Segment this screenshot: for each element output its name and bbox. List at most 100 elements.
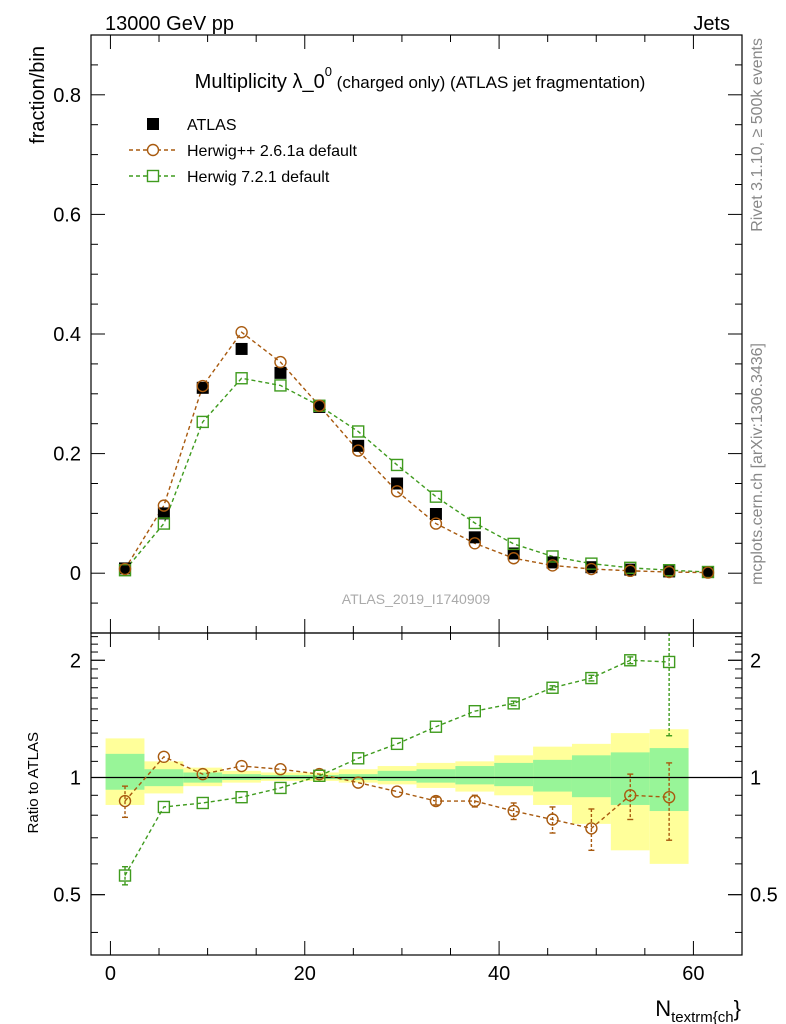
ratio-ylabel: Ratio to ATLAS — [25, 732, 42, 833]
ratio-point-s1 — [624, 654, 637, 667]
main-point-s0 — [352, 439, 365, 452]
ratio-point-s1 — [546, 681, 559, 694]
xlabel-sub: textrm{ch — [671, 1009, 734, 1024]
main-point-s2 — [624, 561, 637, 575]
band-green — [455, 766, 495, 785]
main-series-line-2 — [124, 377, 709, 573]
ratio-ytick-label-right: 0.5 — [750, 885, 778, 907]
legend-atlas-label: ATLAS — [187, 117, 237, 134]
ratio-point-s0 — [118, 794, 132, 808]
ratio-point-s1 — [118, 869, 132, 882]
ratio-point-s1 — [352, 752, 365, 765]
ratio-axes: 0.5 0.51 12 20 20 40 60 — [53, 632, 778, 985]
main-point-s2 — [468, 516, 481, 530]
ratio-point-s0 — [196, 767, 209, 781]
ratio-ytick-label-right: 2 — [750, 650, 761, 672]
ratio-point-s1 — [390, 737, 404, 751]
ratio-series-layer — [118, 633, 676, 886]
ratio-ytick-label-left: 0.5 — [53, 885, 81, 907]
main-point-s2 — [390, 458, 404, 472]
main-point-s1 — [662, 565, 676, 579]
ratio-ytick-label-left: 1 — [70, 767, 81, 789]
header-right: Jets — [693, 13, 730, 35]
main-point-s1 — [118, 562, 132, 576]
ratio-point-s0 — [429, 794, 443, 808]
ratio-xtick-label: 60 — [682, 963, 704, 985]
legend-atlas-marker — [147, 118, 159, 130]
main-ytick-label: 0.8 — [53, 85, 81, 107]
main-point-s2 — [585, 557, 598, 570]
title-suffix: (charged only) (ATLAS jet fragmentation) — [332, 73, 645, 92]
main-point-s0 — [119, 562, 132, 575]
legend-herwig72-label: Herwig 7.2.1 default — [187, 169, 330, 186]
main-point-s0 — [507, 547, 520, 560]
main-series-line-1 — [124, 331, 709, 574]
ratio-point-s1 — [585, 671, 598, 685]
ratio-point-s1 — [313, 769, 326, 782]
main-point-s2 — [546, 550, 559, 563]
ratio-point-s1 — [429, 720, 443, 733]
main-point-s0 — [701, 566, 714, 579]
main-point-s0 — [663, 565, 676, 578]
ratio-ytick-label-left: 2 — [70, 650, 81, 672]
ratio-bands — [91, 729, 742, 864]
main-point-s1 — [429, 517, 443, 530]
legend-herwig72-marker — [146, 169, 160, 183]
ratio-point-s0 — [390, 785, 404, 798]
ratio-point-s1 — [196, 796, 209, 810]
ratio-xtick-label: 20 — [294, 963, 316, 985]
ratio-series-line-0 — [124, 755, 670, 830]
main-ytick-label: 0.2 — [53, 444, 81, 466]
band-green — [494, 762, 534, 787]
title-main: Multiplicity λ_0 — [195, 71, 325, 93]
ratio-point-s0 — [157, 750, 171, 764]
ratio-point-s0 — [352, 776, 365, 789]
ratio-frame — [90, 632, 743, 956]
ratio-point-s0 — [274, 763, 287, 776]
ratio-point-s0 — [546, 813, 559, 826]
main-point-s1 — [352, 444, 365, 457]
legend-herwig26-marker — [146, 143, 160, 157]
main-point-s1 — [507, 552, 520, 565]
main-point-s1 — [468, 537, 481, 550]
ratio-xtick-label: 0 — [105, 963, 116, 985]
main-point-s1 — [624, 564, 637, 578]
ratio-point-s1 — [157, 800, 171, 814]
ratio-point-s1 — [507, 697, 520, 710]
ratio-point-s1 — [274, 781, 287, 795]
main-point-s2 — [157, 517, 171, 530]
main-point-s0 — [235, 342, 248, 355]
band-green — [571, 755, 611, 798]
ratio-point-s1 — [468, 704, 481, 718]
main-point-s2 — [429, 490, 443, 503]
xlabel-suffix: } — [734, 996, 741, 1021]
ratio-point-s0 — [662, 790, 676, 804]
ratio-series-line-1 — [124, 659, 670, 876]
plot-title: Multiplicity λ_00 (charged only) (ATLAS … — [195, 64, 646, 93]
main-axes: 0 0.2 0.4 0.6 0.8 — [53, 34, 743, 634]
ratio-point-s0 — [235, 759, 248, 773]
main-point-s1 — [235, 326, 248, 339]
main-point-s2 — [235, 372, 248, 385]
title-superscript: 0 — [325, 64, 332, 79]
ratio-xtick-label: 40 — [488, 963, 510, 985]
main-ylabel: fraction/bin — [27, 46, 49, 144]
band-green — [105, 753, 145, 790]
main-series-layer — [118, 326, 715, 579]
main-point-s2 — [196, 415, 209, 429]
main-point-s0 — [274, 366, 287, 379]
legend-herwig26-label: Herwig++ 2.6.1a default — [187, 143, 357, 160]
x-axis-label: Ntextrm{ch} — [655, 996, 741, 1024]
band-green — [377, 770, 417, 781]
ratio-point-s0 — [468, 794, 481, 808]
main-point-s0 — [429, 507, 442, 520]
ratio-point-s1 — [662, 655, 676, 669]
main-ytick-label: 0 — [70, 563, 81, 585]
watermark: ATLAS_2019_I1740909 — [342, 591, 491, 607]
main-point-s1 — [313, 399, 326, 412]
band-green — [416, 769, 456, 783]
main-point-s1 — [196, 379, 209, 393]
main-point-s1 — [390, 485, 404, 498]
rivet-label: Rivet 3.1.10, ≥ 500k events — [749, 38, 766, 232]
